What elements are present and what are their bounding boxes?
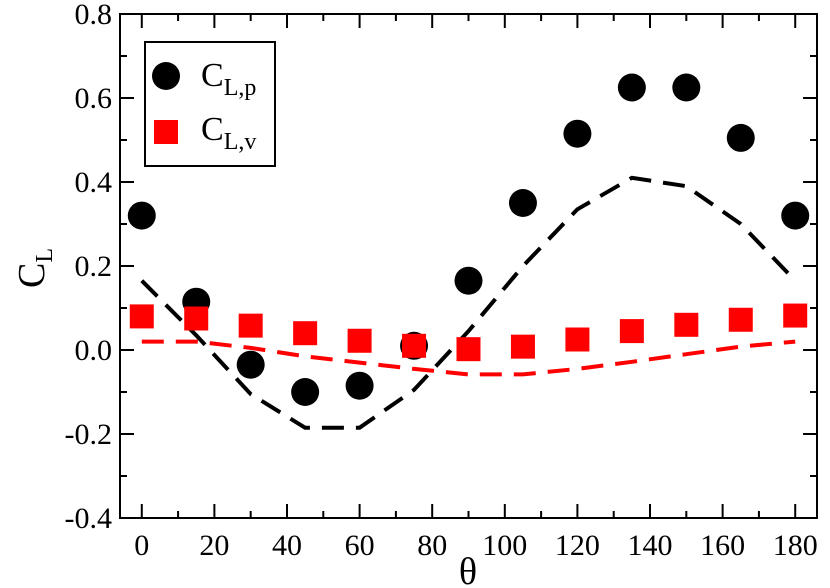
y-tick-label: 0.4 <box>75 166 113 199</box>
clv-data-point <box>783 303 808 328</box>
clp-data-point <box>781 201 810 230</box>
clp-data-point <box>726 123 755 152</box>
x-tick-label: 100 <box>482 529 527 562</box>
legend-label-clv-main: C <box>201 111 224 148</box>
x-tick-label: 120 <box>555 529 600 562</box>
y-tick-label: 0.8 <box>75 0 113 31</box>
clv-data-point <box>184 306 209 331</box>
clv-data-point <box>293 321 318 346</box>
x-tick-label: 180 <box>773 529 818 562</box>
clp-dashed-curve <box>140 175 797 430</box>
clv-data-point <box>129 304 154 329</box>
clp-data-point <box>291 378 320 406</box>
legend: CL,p CL,v <box>144 41 276 167</box>
clv-data-point <box>402 333 427 358</box>
legend-marker-square <box>154 120 178 144</box>
legend-label-clp: CL,p <box>201 57 256 101</box>
legend-label-clp-sub: L,p <box>224 75 257 101</box>
x-tick-label: 140 <box>628 529 673 562</box>
clv-data-point <box>238 313 263 338</box>
clv-data-point <box>456 337 481 362</box>
axis-ticks <box>120 13 817 519</box>
clv-data-point <box>674 312 699 337</box>
y-tick-label: -0.2 <box>65 418 113 451</box>
y-tick-label: 0.0 <box>75 334 113 367</box>
x-tick-label: 80 <box>417 529 447 562</box>
clv-data-point <box>565 327 590 352</box>
x-tick-label: 60 <box>345 529 375 562</box>
legend-label-clp-main: C <box>201 57 224 94</box>
x-tick-label: 40 <box>272 529 302 562</box>
clv-dashed-curve <box>141 339 796 377</box>
clp-data-point <box>345 371 374 400</box>
legend-label-clv-sub: L,v <box>224 129 257 155</box>
clv-data-point <box>728 307 753 332</box>
y-axis-title: CL <box>11 248 58 288</box>
clp-data-point <box>454 266 483 295</box>
series-layer <box>127 73 810 430</box>
x-tick-label: 0 <box>134 529 149 562</box>
y-tick-label: 0.6 <box>75 82 113 115</box>
x-axis-title: θ <box>459 551 477 588</box>
clv-data-point <box>510 334 535 359</box>
x-tick-label: 160 <box>700 529 745 562</box>
x-tick-label: 20 <box>199 529 229 562</box>
clp-data-point <box>127 201 156 230</box>
clv-data-point <box>619 319 644 344</box>
clp-data-point <box>236 350 265 379</box>
clp-data-point <box>617 73 646 102</box>
clp-data-point <box>563 119 592 148</box>
clp-data-point <box>508 189 537 217</box>
legend-label-clv: CL,v <box>201 111 256 155</box>
tick-labels: 0 20 40 60 80 100 120 140 160 180 -0.4 -0.2 0.0 0.2 0.… <box>65 0 818 562</box>
y-tick-label: -0.4 <box>65 502 113 535</box>
y-axis-title-sub: L <box>32 248 58 263</box>
clv-data-point <box>347 328 372 353</box>
y-axis-title-main: C <box>11 263 53 288</box>
y-tick-label: 0.2 <box>75 250 113 283</box>
legend-marker-circle <box>152 62 180 90</box>
clp-data-point <box>672 73 701 102</box>
